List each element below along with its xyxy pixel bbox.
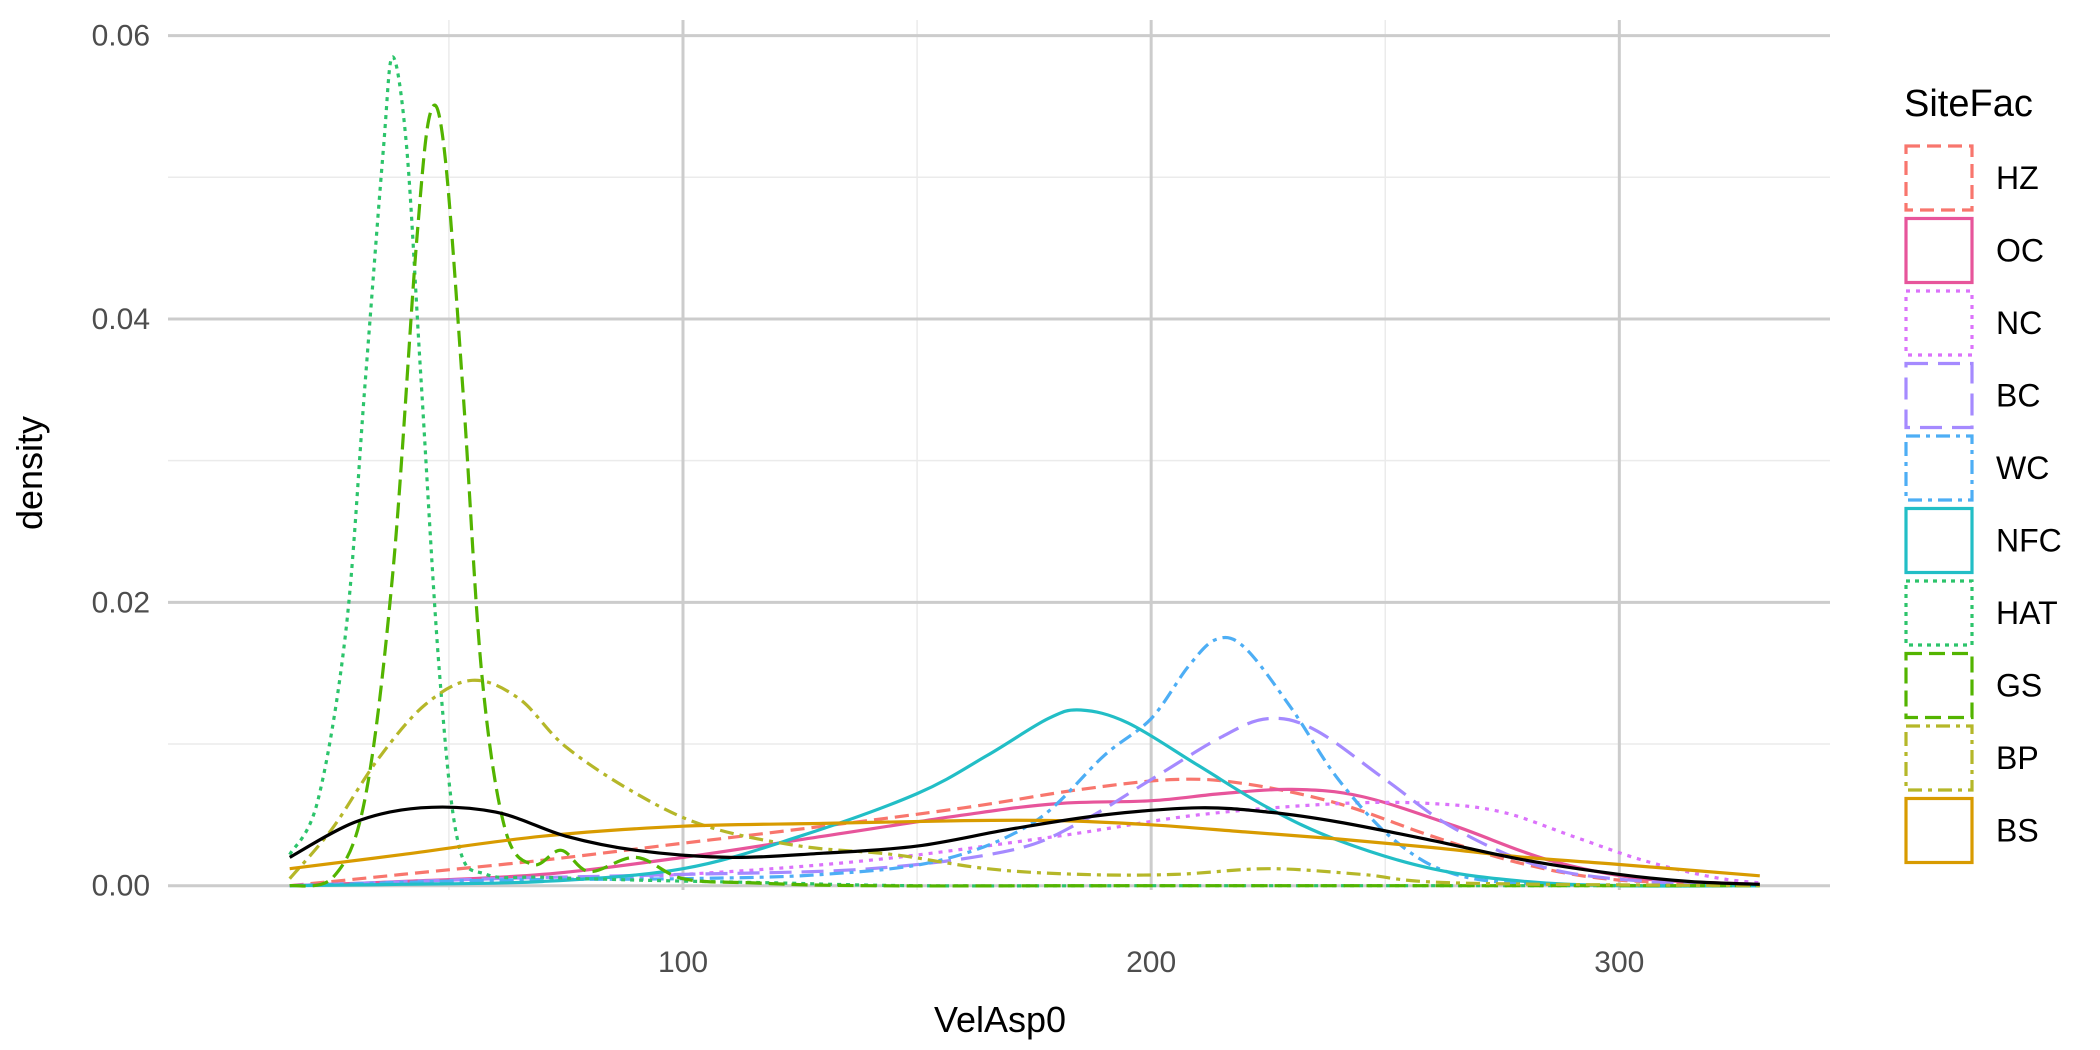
legend-key-nfc xyxy=(1904,506,1974,575)
series-bs-line xyxy=(289,818,1760,878)
legend-key-bc xyxy=(1904,361,1974,430)
x-tick-label: 300 xyxy=(1594,946,1644,979)
legend-label-nc: NC xyxy=(1996,305,2042,341)
legend-label-gs: GS xyxy=(1996,668,2042,704)
y-tick-label: 0.06 xyxy=(92,20,150,53)
legend-label-bc: BC xyxy=(1996,378,2040,414)
legend-item-bp: BP xyxy=(1904,724,2039,792)
series-nfc-line xyxy=(289,708,1760,888)
legend-item-bc: BC xyxy=(1904,361,2040,430)
y-axis-tick-labels: 0.00 0.02 0.04 0.06 xyxy=(92,20,150,903)
legend-item-hz: HZ xyxy=(1904,144,2039,212)
minor-gridlines xyxy=(168,20,1830,890)
legend-key-nc xyxy=(1904,289,1974,357)
legend-item-bs: BS xyxy=(1904,796,2039,865)
y-tick-label: 0.02 xyxy=(92,586,150,619)
series-gs-line xyxy=(289,103,1760,888)
major-gridlines xyxy=(168,20,1830,890)
x-tick-label: 200 xyxy=(1126,946,1176,979)
density-series xyxy=(288,55,1760,888)
legend-label-bp: BP xyxy=(1996,740,2039,776)
x-axis-tick-labels: 100 200 300 xyxy=(658,946,1644,979)
legend-key-oc xyxy=(1904,216,1974,285)
legend-key-gs xyxy=(1904,651,1974,720)
legend-key-hat xyxy=(1904,579,1974,647)
x-tick-label: 100 xyxy=(658,946,708,979)
legend-label-nfc: NFC xyxy=(1996,523,2062,559)
legend-item-oc: OC xyxy=(1904,216,2044,285)
legend-label-hat: HAT xyxy=(1996,595,2058,631)
legend-key-bp xyxy=(1904,724,1974,792)
legend-label-oc: OC xyxy=(1996,233,2044,269)
series-hat-line xyxy=(288,55,1760,888)
legend-item-wc: WC xyxy=(1904,434,2049,502)
legend-label-bs: BS xyxy=(1996,813,2039,849)
legend-key-hz xyxy=(1904,144,1974,212)
series-oc-line xyxy=(289,787,1760,888)
legend-label-wc: WC xyxy=(1996,450,2049,486)
legend-key-bs xyxy=(1904,796,1974,865)
legend-key-wc xyxy=(1904,434,1974,502)
y-tick-label: 0.04 xyxy=(92,303,150,336)
legend-title: SiteFac xyxy=(1904,83,2033,125)
series-hz-line xyxy=(289,777,1760,888)
overall-density-line xyxy=(288,805,1760,886)
legend-item-gs: GS xyxy=(1904,651,2042,720)
legend-item-nc: NC xyxy=(1904,289,2042,357)
legend-item-nfc: NFC xyxy=(1904,506,2062,575)
legend-item-hat: HAT xyxy=(1904,579,2058,647)
legend: SiteFac HZ OC NC BC WC NFC HAT GS BP BS xyxy=(1904,83,2062,865)
x-axis-title: VelAsp0 xyxy=(934,999,1066,1040)
series-bp-line xyxy=(288,678,1760,888)
legend-label-hz: HZ xyxy=(1996,160,2039,196)
y-tick-label: 0.00 xyxy=(92,870,150,903)
legend-items: HZ OC NC BC WC NFC HAT GS BP BS xyxy=(1904,144,2062,865)
y-axis-title: density xyxy=(9,416,50,530)
